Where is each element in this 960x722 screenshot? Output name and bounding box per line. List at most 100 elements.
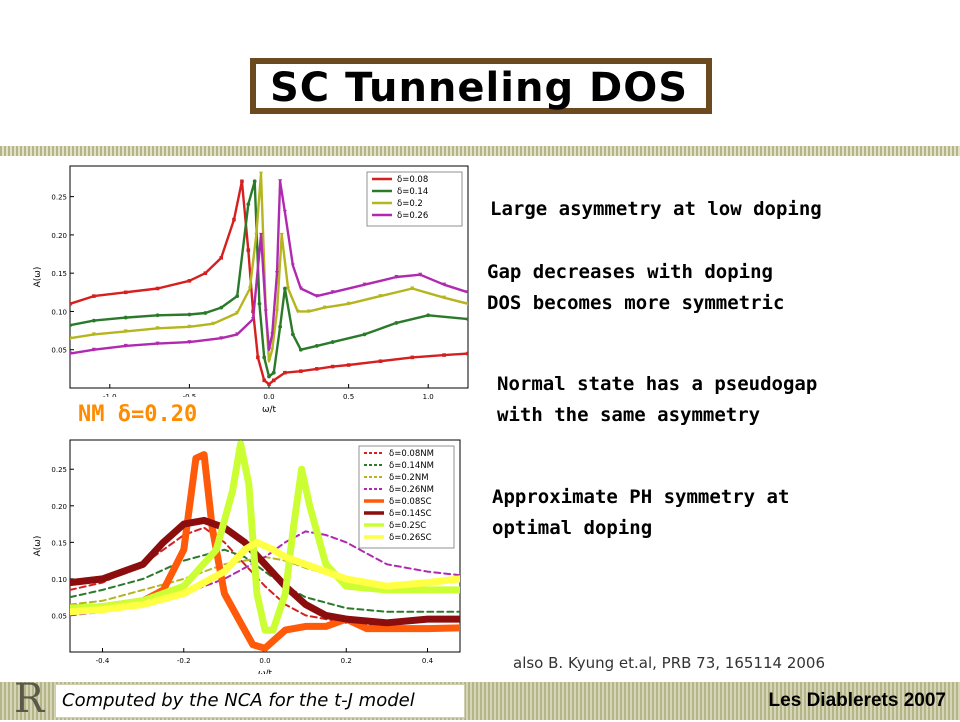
series-marker bbox=[155, 326, 160, 331]
x-tick-label: -0.2 bbox=[177, 657, 191, 665]
series-marker bbox=[410, 286, 415, 291]
series-marker bbox=[123, 343, 128, 348]
note-optimal-doping: optimal doping bbox=[492, 517, 653, 539]
series-marker bbox=[91, 332, 96, 337]
series-marker bbox=[262, 355, 267, 360]
series-marker bbox=[466, 301, 468, 306]
legend-box bbox=[366, 171, 463, 227]
note-gap-decreases: Gap decreases with doping bbox=[487, 261, 773, 283]
series-marker bbox=[235, 294, 240, 299]
title-frame: SC Tunneling DOS bbox=[250, 58, 712, 114]
series-marker bbox=[394, 275, 399, 279]
sc-dos-chart: A(ω)ω/t-1.0-0.50.00.51.00.050.100.150.20… bbox=[33, 165, 469, 415]
legend-entry: δ=0.14 bbox=[397, 187, 428, 197]
x-tick-label: 0.2 bbox=[341, 657, 352, 665]
series-marker bbox=[442, 282, 447, 287]
x-tick-label: 0.4 bbox=[422, 657, 434, 665]
series-marker bbox=[187, 312, 192, 317]
y-tick-label: 0.25 bbox=[51, 194, 67, 202]
legend-entry: δ=0.14NM bbox=[389, 461, 434, 471]
series-line-4 bbox=[70, 451, 460, 652]
series-marker bbox=[203, 311, 208, 315]
series-marker bbox=[235, 310, 240, 315]
x-tick-label: 0.0 bbox=[259, 657, 270, 665]
series-marker bbox=[70, 351, 72, 356]
series-group bbox=[70, 171, 468, 386]
note-asymmetry: Large asymmetry at low doping bbox=[490, 198, 822, 220]
series-marker bbox=[418, 272, 423, 277]
series-marker bbox=[270, 332, 275, 337]
series-marker bbox=[155, 313, 160, 318]
y-tick-label: 0.10 bbox=[51, 308, 67, 316]
series-marker bbox=[322, 305, 327, 310]
series-marker bbox=[155, 286, 160, 291]
legend-entry: δ=0.26 bbox=[397, 211, 428, 221]
series-marker bbox=[298, 347, 303, 352]
x-tick-label: 1.0 bbox=[423, 393, 434, 401]
y-axis-label: A(ω) bbox=[33, 267, 43, 288]
series-marker bbox=[298, 286, 303, 291]
series-marker bbox=[426, 313, 431, 318]
footer-event: Les Diablerets 2007 bbox=[768, 690, 946, 711]
series-marker bbox=[219, 336, 224, 341]
series-marker bbox=[251, 317, 256, 322]
series-marker bbox=[187, 279, 192, 283]
logo-icon: R bbox=[14, 676, 45, 722]
series-marker bbox=[267, 374, 271, 379]
series-marker bbox=[267, 359, 271, 364]
series-marker bbox=[92, 294, 96, 298]
series-marker bbox=[330, 290, 335, 295]
series-marker bbox=[442, 295, 447, 300]
series-marker bbox=[247, 286, 252, 291]
series-marker bbox=[279, 232, 284, 237]
series-marker bbox=[282, 209, 287, 214]
series-line-0 bbox=[70, 180, 468, 386]
series-marker bbox=[378, 359, 383, 364]
series-marker bbox=[259, 232, 264, 237]
series-marker bbox=[346, 301, 351, 306]
series-marker bbox=[259, 171, 264, 176]
series-line-2 bbox=[70, 172, 468, 363]
series-marker bbox=[257, 301, 262, 306]
legend-entry: δ=0.14SC bbox=[389, 509, 432, 519]
series-marker bbox=[254, 232, 259, 237]
legend-entry: δ=0.08NM bbox=[389, 449, 434, 459]
series-marker bbox=[123, 315, 128, 320]
series-marker bbox=[123, 329, 128, 334]
footer-caption: Computed by the NCA for the t-J model bbox=[62, 690, 415, 711]
series-marker bbox=[70, 301, 72, 306]
note-same-asymmetry: with the same asymmetry bbox=[497, 404, 761, 426]
y-tick-label: 0.20 bbox=[51, 503, 67, 511]
series-marker bbox=[91, 318, 96, 323]
series-marker bbox=[155, 341, 160, 346]
x-tick-label: -0.4 bbox=[96, 657, 110, 665]
y-tick-label: 0.10 bbox=[51, 576, 67, 584]
series-marker bbox=[263, 309, 268, 314]
series-marker bbox=[232, 217, 236, 222]
series-marker bbox=[290, 332, 295, 337]
x-tick-label: 0.0 bbox=[263, 393, 274, 401]
series-marker bbox=[256, 355, 260, 360]
series-marker bbox=[187, 340, 192, 345]
series-marker bbox=[219, 256, 224, 260]
legend-entry: δ=0.2NM bbox=[389, 473, 429, 483]
legend-entry: δ=0.08SC bbox=[389, 497, 432, 507]
series-marker bbox=[314, 343, 319, 348]
series-marker bbox=[267, 382, 271, 386]
series-line-1 bbox=[70, 180, 468, 378]
footer-caption-box: Computed by the NCA for the t-J model bbox=[55, 684, 465, 718]
y-tick-label: 0.05 bbox=[51, 347, 67, 355]
series-marker bbox=[286, 286, 291, 291]
series-line-3 bbox=[70, 180, 468, 355]
x-axis-label: ω/t bbox=[258, 669, 273, 674]
series-marker bbox=[235, 332, 240, 337]
series-marker bbox=[267, 347, 271, 352]
series-marker bbox=[299, 369, 303, 373]
series-marker bbox=[410, 355, 415, 360]
series-marker bbox=[466, 351, 468, 356]
series-marker bbox=[295, 309, 300, 314]
series-marker bbox=[262, 378, 267, 383]
series-marker bbox=[278, 324, 283, 329]
series-marker bbox=[270, 347, 275, 352]
series-marker bbox=[219, 305, 224, 310]
